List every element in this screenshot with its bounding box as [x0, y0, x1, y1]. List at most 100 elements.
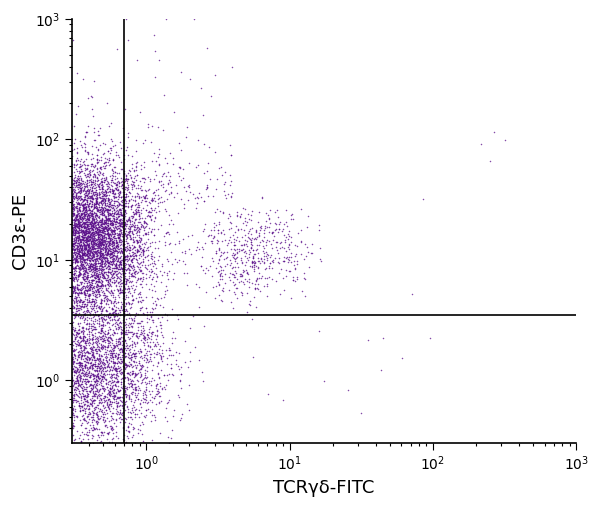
Point — [125, 328, 135, 336]
Point — [83, 285, 92, 293]
Point — [71, 257, 81, 265]
Point — [143, 308, 152, 316]
Point — [17, 140, 27, 148]
Point — [78, 365, 88, 373]
Point — [71, 202, 81, 210]
Point — [73, 287, 83, 295]
Point — [220, 248, 229, 256]
Point — [86, 154, 96, 163]
Point — [65, 243, 74, 251]
Point — [245, 248, 255, 256]
Point — [46, 196, 56, 204]
Point — [118, 224, 128, 232]
Point — [94, 235, 104, 243]
Point — [112, 262, 121, 270]
Point — [51, 295, 61, 303]
Point — [80, 369, 90, 377]
Point — [84, 277, 94, 285]
Point — [50, 280, 59, 289]
Point — [67, 267, 76, 275]
Point — [130, 210, 139, 218]
Point — [101, 196, 110, 204]
Point — [133, 246, 143, 255]
Point — [121, 226, 130, 234]
Point — [86, 240, 96, 248]
Point — [94, 205, 103, 213]
Point — [82, 208, 91, 216]
Point — [81, 238, 91, 246]
Point — [119, 227, 129, 235]
Point — [52, 288, 62, 296]
Point — [157, 397, 166, 405]
Point — [62, 248, 72, 257]
Point — [124, 265, 134, 273]
Point — [118, 424, 128, 432]
Point — [130, 369, 139, 377]
Point — [109, 250, 118, 259]
Point — [37, 243, 46, 251]
Point — [95, 265, 104, 273]
Point — [85, 233, 94, 241]
Point — [96, 256, 106, 264]
Point — [65, 214, 75, 223]
Point — [109, 389, 118, 397]
Point — [123, 353, 133, 361]
Point — [127, 382, 136, 390]
Point — [64, 256, 74, 264]
Point — [109, 209, 118, 217]
Point — [81, 226, 91, 234]
Point — [78, 75, 88, 83]
Point — [77, 230, 87, 238]
Point — [23, 238, 32, 246]
Point — [178, 174, 188, 182]
Point — [95, 185, 104, 194]
Point — [128, 400, 137, 408]
Point — [70, 258, 79, 266]
Point — [45, 299, 55, 307]
Point — [208, 282, 217, 291]
Point — [46, 173, 55, 181]
Point — [82, 370, 91, 378]
Point — [90, 358, 100, 366]
Point — [107, 176, 117, 184]
Point — [137, 364, 146, 372]
Point — [78, 284, 88, 292]
Point — [71, 340, 81, 348]
Point — [104, 438, 113, 446]
Point — [61, 380, 70, 389]
Point — [75, 372, 85, 380]
Point — [97, 211, 107, 219]
Point — [108, 217, 118, 225]
Point — [32, 394, 42, 402]
Point — [58, 215, 68, 223]
Point — [99, 296, 109, 304]
Point — [140, 217, 149, 225]
Point — [53, 379, 63, 387]
Point — [94, 342, 104, 351]
Point — [7, 318, 16, 326]
Point — [35, 170, 45, 178]
Point — [86, 283, 95, 291]
Point — [258, 246, 268, 255]
Point — [57, 258, 67, 266]
Point — [84, 214, 94, 222]
Point — [97, 196, 107, 204]
Point — [87, 250, 97, 259]
Point — [71, 252, 81, 261]
Point — [37, 241, 46, 249]
Point — [112, 402, 122, 410]
Point — [91, 373, 101, 381]
Point — [55, 294, 65, 302]
Point — [45, 385, 55, 393]
Point — [70, 352, 80, 360]
Point — [124, 213, 134, 221]
Point — [78, 209, 88, 217]
Point — [77, 243, 86, 251]
Point — [82, 352, 91, 360]
Point — [49, 192, 58, 200]
Point — [92, 333, 101, 341]
Point — [46, 263, 55, 271]
Point — [95, 237, 105, 245]
Point — [123, 288, 133, 296]
Point — [54, 240, 64, 248]
